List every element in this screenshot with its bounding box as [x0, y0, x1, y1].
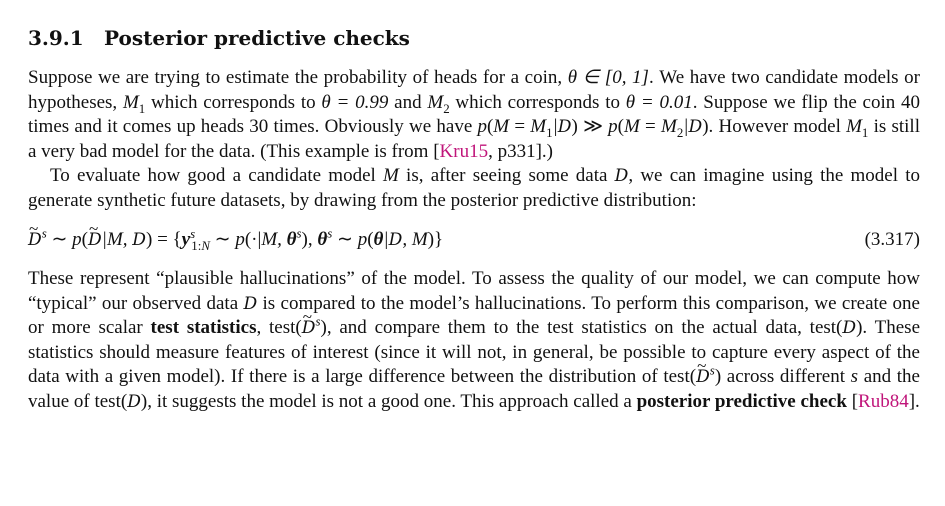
paragraph-2: To evaluate how good a candidate model M…: [28, 165, 920, 211]
math-data-d: D: [127, 391, 141, 412]
citation-kru15-link[interactable]: Kru15: [439, 140, 489, 162]
equation-body: Ds ∼ p(D|M, D) = {ys1:N ∼ p(·|M, θs), θs…: [28, 216, 443, 253]
math-m2: M2: [427, 91, 450, 116]
math-m1: M1: [122, 91, 146, 116]
math-theta-099: θ = 0.99: [321, 91, 389, 113]
equation-number: (3.317): [864, 229, 920, 250]
paragraph-3: These represent “plausible hallucination…: [28, 267, 920, 414]
math-model-m: M: [383, 165, 399, 186]
equation-3-317: Ds ∼ p(D|M, D) = {ys1:N ∼ p(·|M, θs), θs…: [28, 216, 920, 253]
math-d-tilde-s: Ds: [302, 306, 321, 338]
math-data-d: D: [243, 293, 258, 314]
term-posterior-predictive-check: posterior predictive check: [636, 390, 847, 412]
math-s: s: [850, 366, 859, 387]
paragraph-1: Suppose we are trying to estimate the pr…: [28, 67, 921, 162]
math-data-d: D: [842, 318, 857, 338]
section-title: Posterior predictive checks: [104, 26, 410, 50]
section-number: 3.9.1: [28, 26, 84, 50]
citation-rub84-link[interactable]: Rub84: [858, 390, 909, 412]
math-posterior-inequality: p(M = M1|D) ≫ p(M = M2|D): [477, 116, 709, 140]
math-d-tilde-s: Ds: [696, 355, 715, 387]
term-test-statistics: test statistics: [150, 317, 257, 338]
math-theta-001: θ = 0.01: [625, 91, 693, 113]
math-theta-range: θ ∈ [0, 1]: [567, 67, 649, 88]
math-data-d: D: [614, 166, 629, 186]
document-page: 3.9.1 Posterior predictive checks Suppos…: [28, 24, 920, 414]
math-m1: M1: [846, 116, 869, 140]
section-heading: 3.9.1 Posterior predictive checks: [28, 24, 920, 52]
